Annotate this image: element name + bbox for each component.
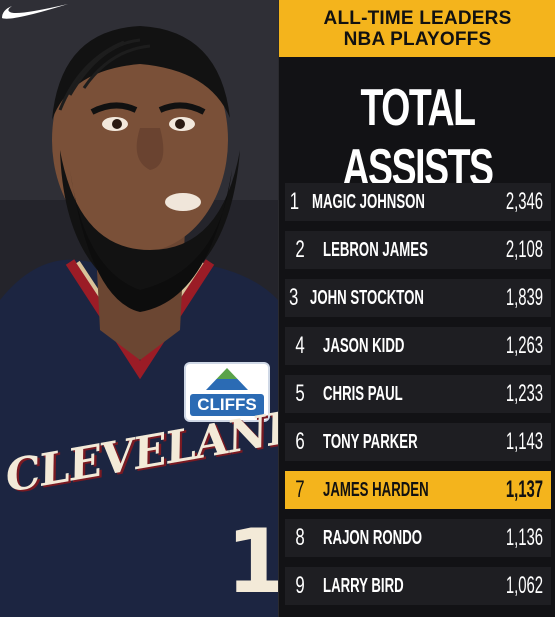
leader-name: MAGIC JOHNSON — [311, 190, 425, 213]
leader-list: 1 MAGIC JOHNSON 2,346 2 LEBRON JAMES 2,1… — [285, 183, 551, 615]
leader-row: 5 CHRIS PAUL 1,233 — [285, 375, 551, 413]
leader-rank: 3 — [288, 284, 299, 311]
leader-value: 1,233 — [505, 380, 543, 407]
leader-row: 2 LEBRON JAMES 2,108 — [285, 231, 551, 269]
leader-name: CHRIS PAUL — [323, 382, 403, 405]
player-figure — [0, 0, 278, 617]
leader-value: 1,263 — [505, 332, 543, 359]
leader-value: 1,136 — [505, 524, 543, 551]
leader-rank: 5 — [295, 380, 305, 407]
leader-rank: 8 — [295, 524, 305, 551]
leader-row: 9 LARRY BIRD 1,062 — [285, 567, 551, 605]
leader-name: JAMES HARDEN — [322, 478, 429, 501]
leader-value: 2,108 — [505, 236, 543, 263]
leader-name: RAJON RONDO — [323, 526, 423, 549]
leader-row: 6 TONY PARKER 1,143 — [285, 423, 551, 461]
header-line-1: ALL-TIME LEADERS — [323, 7, 512, 29]
leader-rank: 7 — [295, 476, 305, 503]
leader-row: 1 MAGIC JOHNSON 2,346 — [285, 183, 551, 221]
leader-rank: 1 — [289, 188, 300, 215]
leader-name: LEBRON JAMES — [323, 238, 428, 261]
header-line-2: NBA PLAYOFFS — [343, 28, 492, 50]
leader-name: TONY PARKER — [323, 430, 418, 453]
leader-value: 1,062 — [505, 572, 543, 599]
leader-value: 1,137 — [505, 476, 543, 503]
sponsor-label: CLIFFS — [190, 394, 264, 416]
leader-value: 1,839 — [505, 284, 543, 311]
leader-value: 2,346 — [505, 188, 543, 215]
leader-row: 8 RAJON RONDO 1,136 — [285, 519, 551, 557]
header-banner: ALL-TIME LEADERS NBA PLAYOFFS — [279, 0, 555, 57]
leader-row-highlighted: 7 JAMES HARDEN 1,137 — [285, 471, 551, 509]
leaderboard-panel: ALL-TIME LEADERS NBA PLAYOFFS TOTAL ASSI… — [278, 0, 555, 617]
player-photo: CLIFFS CLEVELAND 1 — [0, 0, 278, 617]
sponsor-mark-icon — [206, 368, 248, 390]
leader-name: JASON KIDD — [323, 334, 405, 357]
leader-rank: 2 — [295, 236, 305, 263]
leader-value: 1,143 — [505, 428, 543, 455]
leader-row: 3 JOHN STOCKTON 1,839 — [285, 279, 551, 317]
swoosh-logo-icon — [2, 4, 68, 19]
leader-name: LARRY BIRD — [323, 574, 404, 597]
jersey-number: 1 — [226, 510, 278, 613]
sponsor-patch: CLIFFS — [186, 364, 268, 420]
leader-rank: 6 — [295, 428, 305, 455]
leader-name: JOHN STOCKTON — [310, 286, 425, 309]
leader-rank: 9 — [295, 572, 305, 599]
stat-title: TOTAL ASSISTS — [342, 79, 494, 197]
leader-rank: 4 — [295, 332, 305, 359]
leader-row: 4 JASON KIDD 1,263 — [285, 327, 551, 365]
